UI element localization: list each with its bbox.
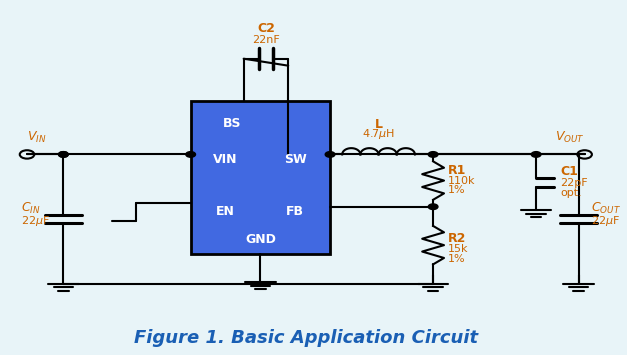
Text: 15k: 15k xyxy=(448,244,469,254)
Text: C2: C2 xyxy=(257,22,275,36)
Text: L: L xyxy=(374,118,382,131)
Text: GND: GND xyxy=(245,233,276,246)
Text: 110k: 110k xyxy=(448,176,476,186)
Circle shape xyxy=(428,152,438,157)
Text: $C_{OUT}$: $C_{OUT}$ xyxy=(591,201,621,216)
Text: 1%: 1% xyxy=(448,185,466,195)
Text: 22$\mu$F: 22$\mu$F xyxy=(591,214,619,228)
Text: Figure 1. Basic Application Circuit: Figure 1. Basic Application Circuit xyxy=(134,329,478,347)
Text: SW: SW xyxy=(284,153,307,165)
Text: R2: R2 xyxy=(448,232,466,245)
Circle shape xyxy=(58,152,68,157)
Text: VIN: VIN xyxy=(213,153,238,165)
Text: EN: EN xyxy=(216,205,235,218)
Circle shape xyxy=(186,152,196,157)
Text: R1: R1 xyxy=(448,164,466,176)
Circle shape xyxy=(58,152,68,157)
Text: $V_{OUT}$: $V_{OUT}$ xyxy=(555,130,584,144)
Text: $C_{IN}$: $C_{IN}$ xyxy=(21,201,41,216)
Text: $V_{IN}$: $V_{IN}$ xyxy=(27,130,46,144)
Text: C1: C1 xyxy=(561,165,578,178)
Text: 22nF: 22nF xyxy=(252,35,280,45)
Bar xyxy=(191,100,330,255)
Text: 22$\mu$F: 22$\mu$F xyxy=(21,214,50,228)
Circle shape xyxy=(428,204,438,209)
Circle shape xyxy=(325,152,335,157)
Text: 1%: 1% xyxy=(448,254,466,264)
Text: opt.: opt. xyxy=(561,188,582,198)
Text: FB: FB xyxy=(286,205,304,218)
Circle shape xyxy=(531,152,541,157)
Text: 4.7$\mu$H: 4.7$\mu$H xyxy=(362,127,395,141)
Text: BS: BS xyxy=(223,117,242,130)
Text: 22pF: 22pF xyxy=(561,178,588,188)
